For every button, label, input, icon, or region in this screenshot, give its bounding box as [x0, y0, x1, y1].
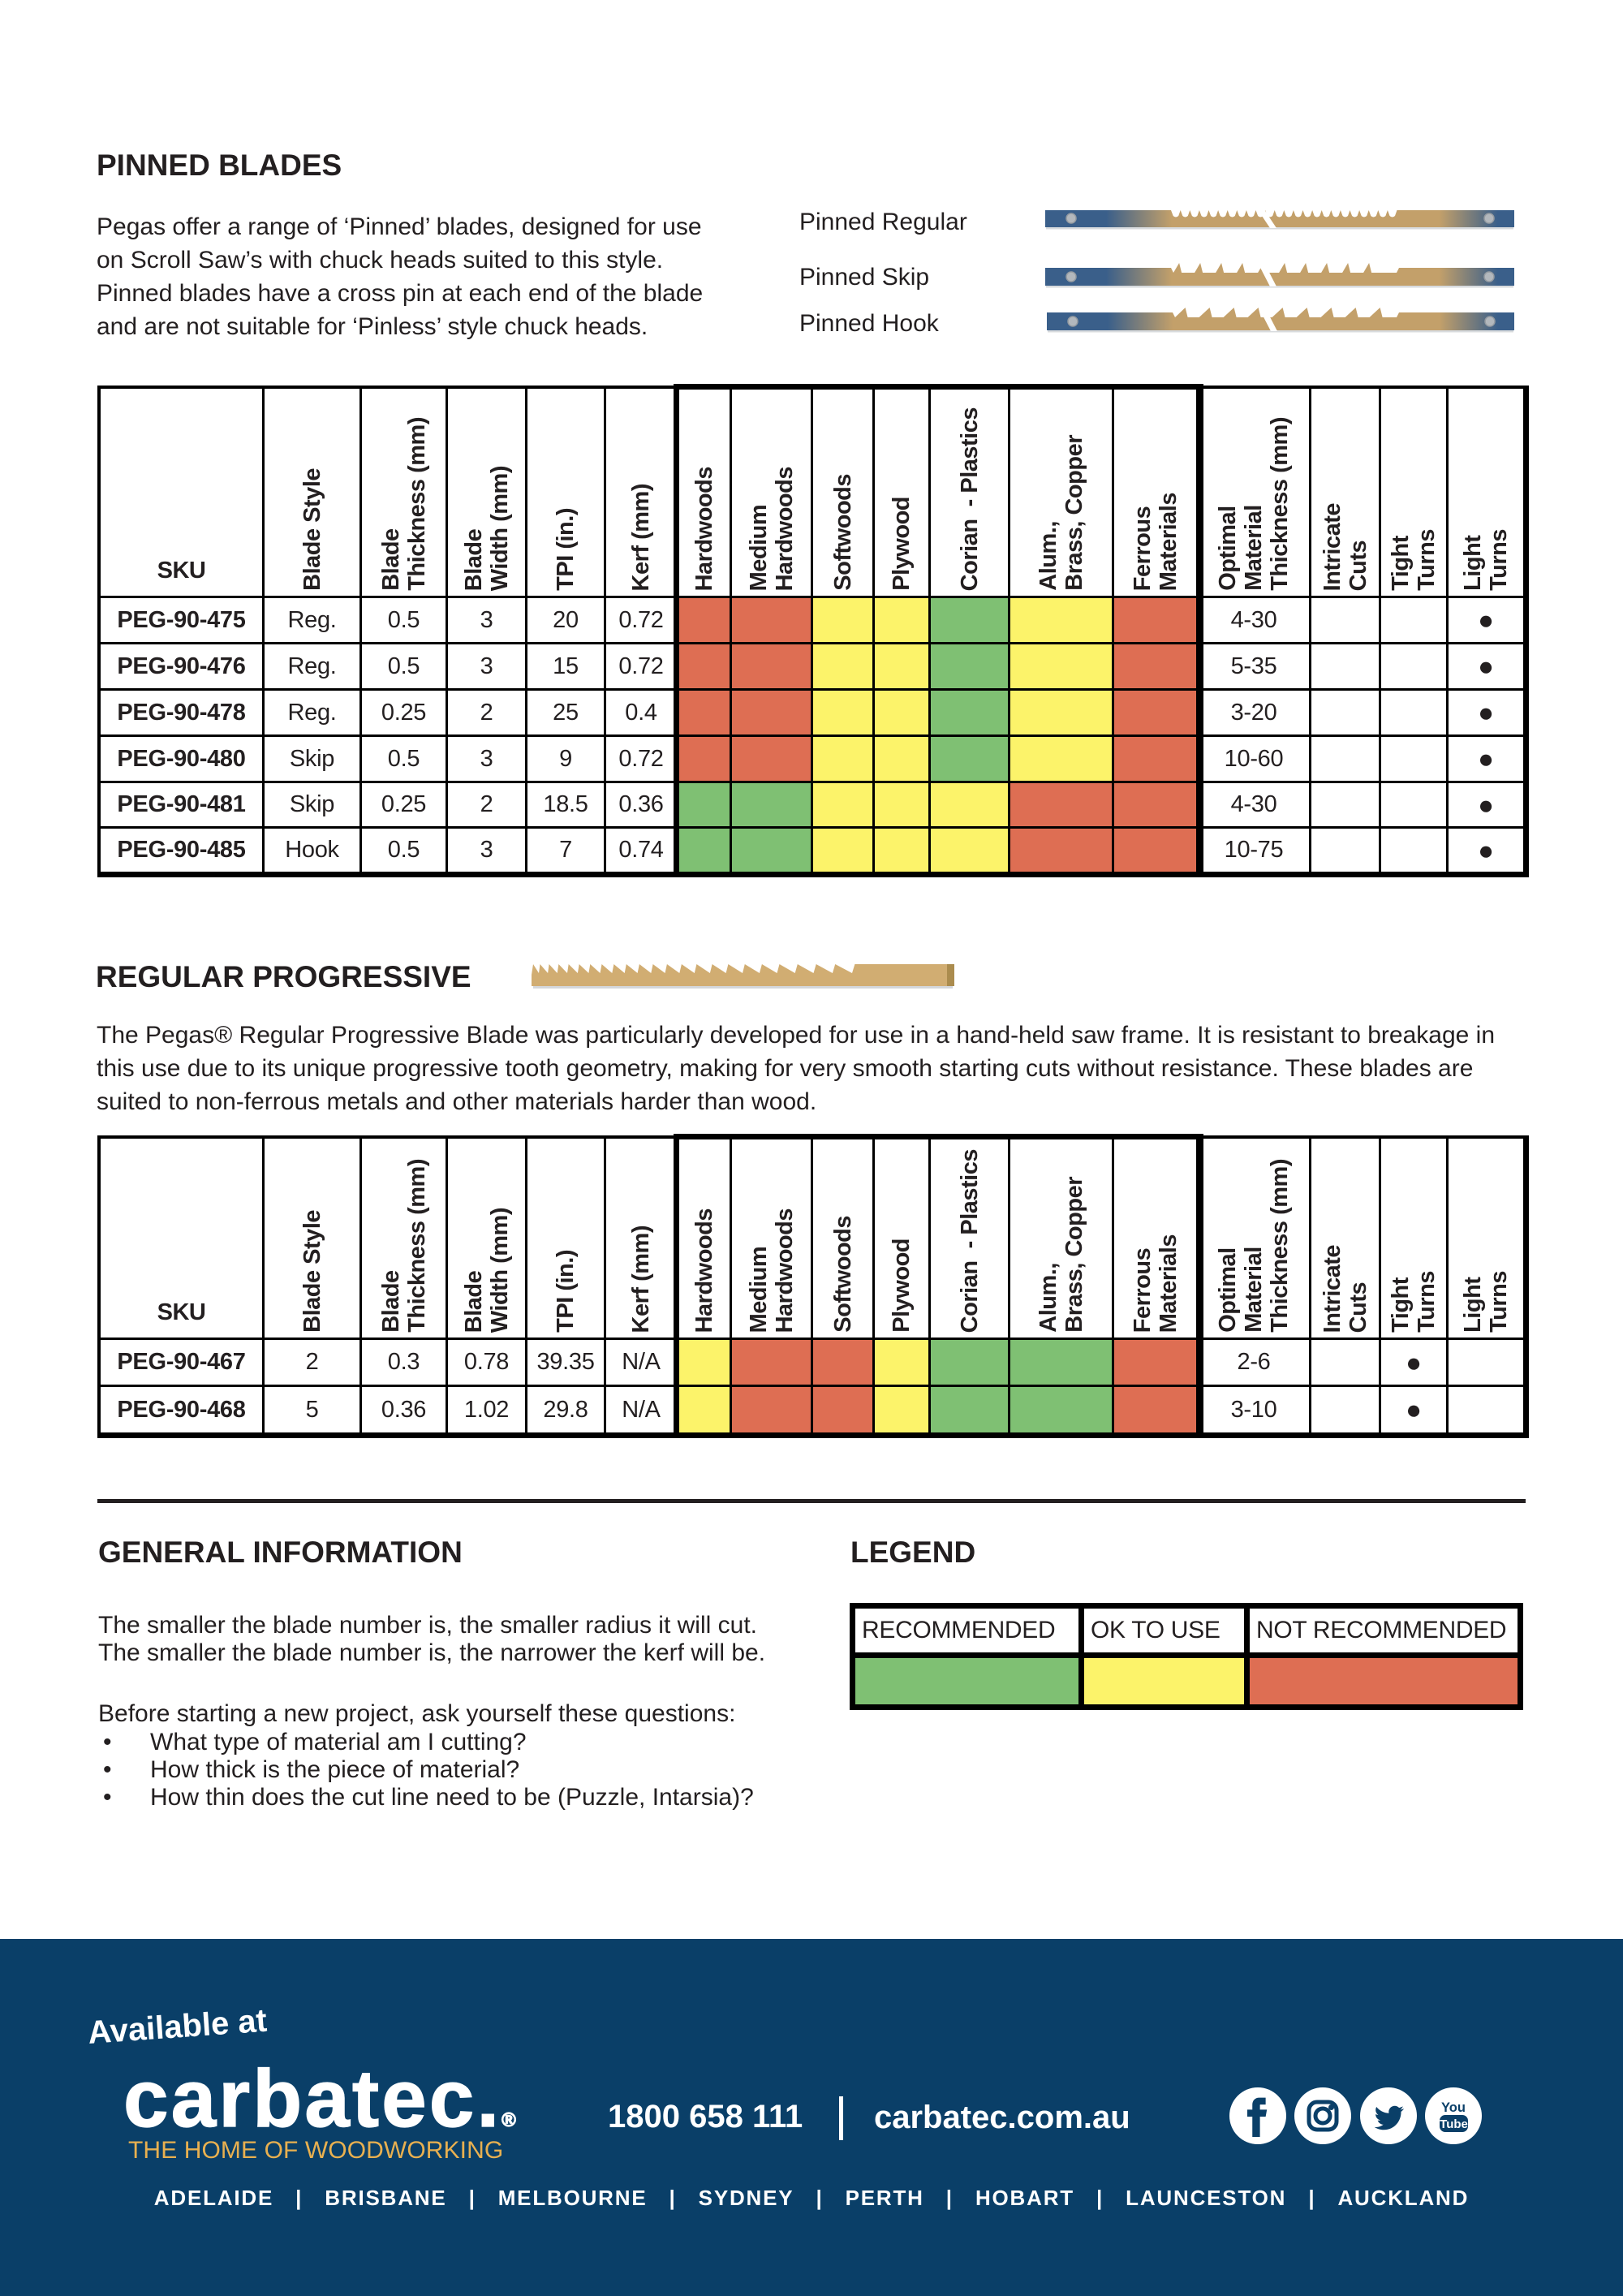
svg-text:Tube: Tube	[1440, 2117, 1468, 2131]
svg-text:You: You	[1441, 2100, 1466, 2115]
